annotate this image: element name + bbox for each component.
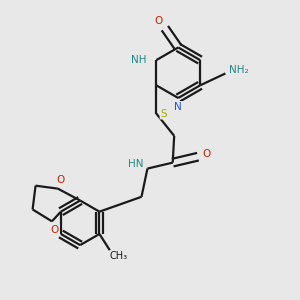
Text: O: O bbox=[57, 175, 65, 185]
Text: NH: NH bbox=[131, 55, 146, 65]
Text: NH₂: NH₂ bbox=[229, 65, 249, 76]
Text: N: N bbox=[174, 102, 182, 112]
Text: CH₃: CH₃ bbox=[110, 251, 128, 261]
Text: HN: HN bbox=[128, 159, 143, 169]
Text: S: S bbox=[160, 109, 167, 118]
Text: O: O bbox=[51, 225, 59, 235]
Text: O: O bbox=[203, 149, 211, 159]
Text: O: O bbox=[155, 16, 163, 26]
